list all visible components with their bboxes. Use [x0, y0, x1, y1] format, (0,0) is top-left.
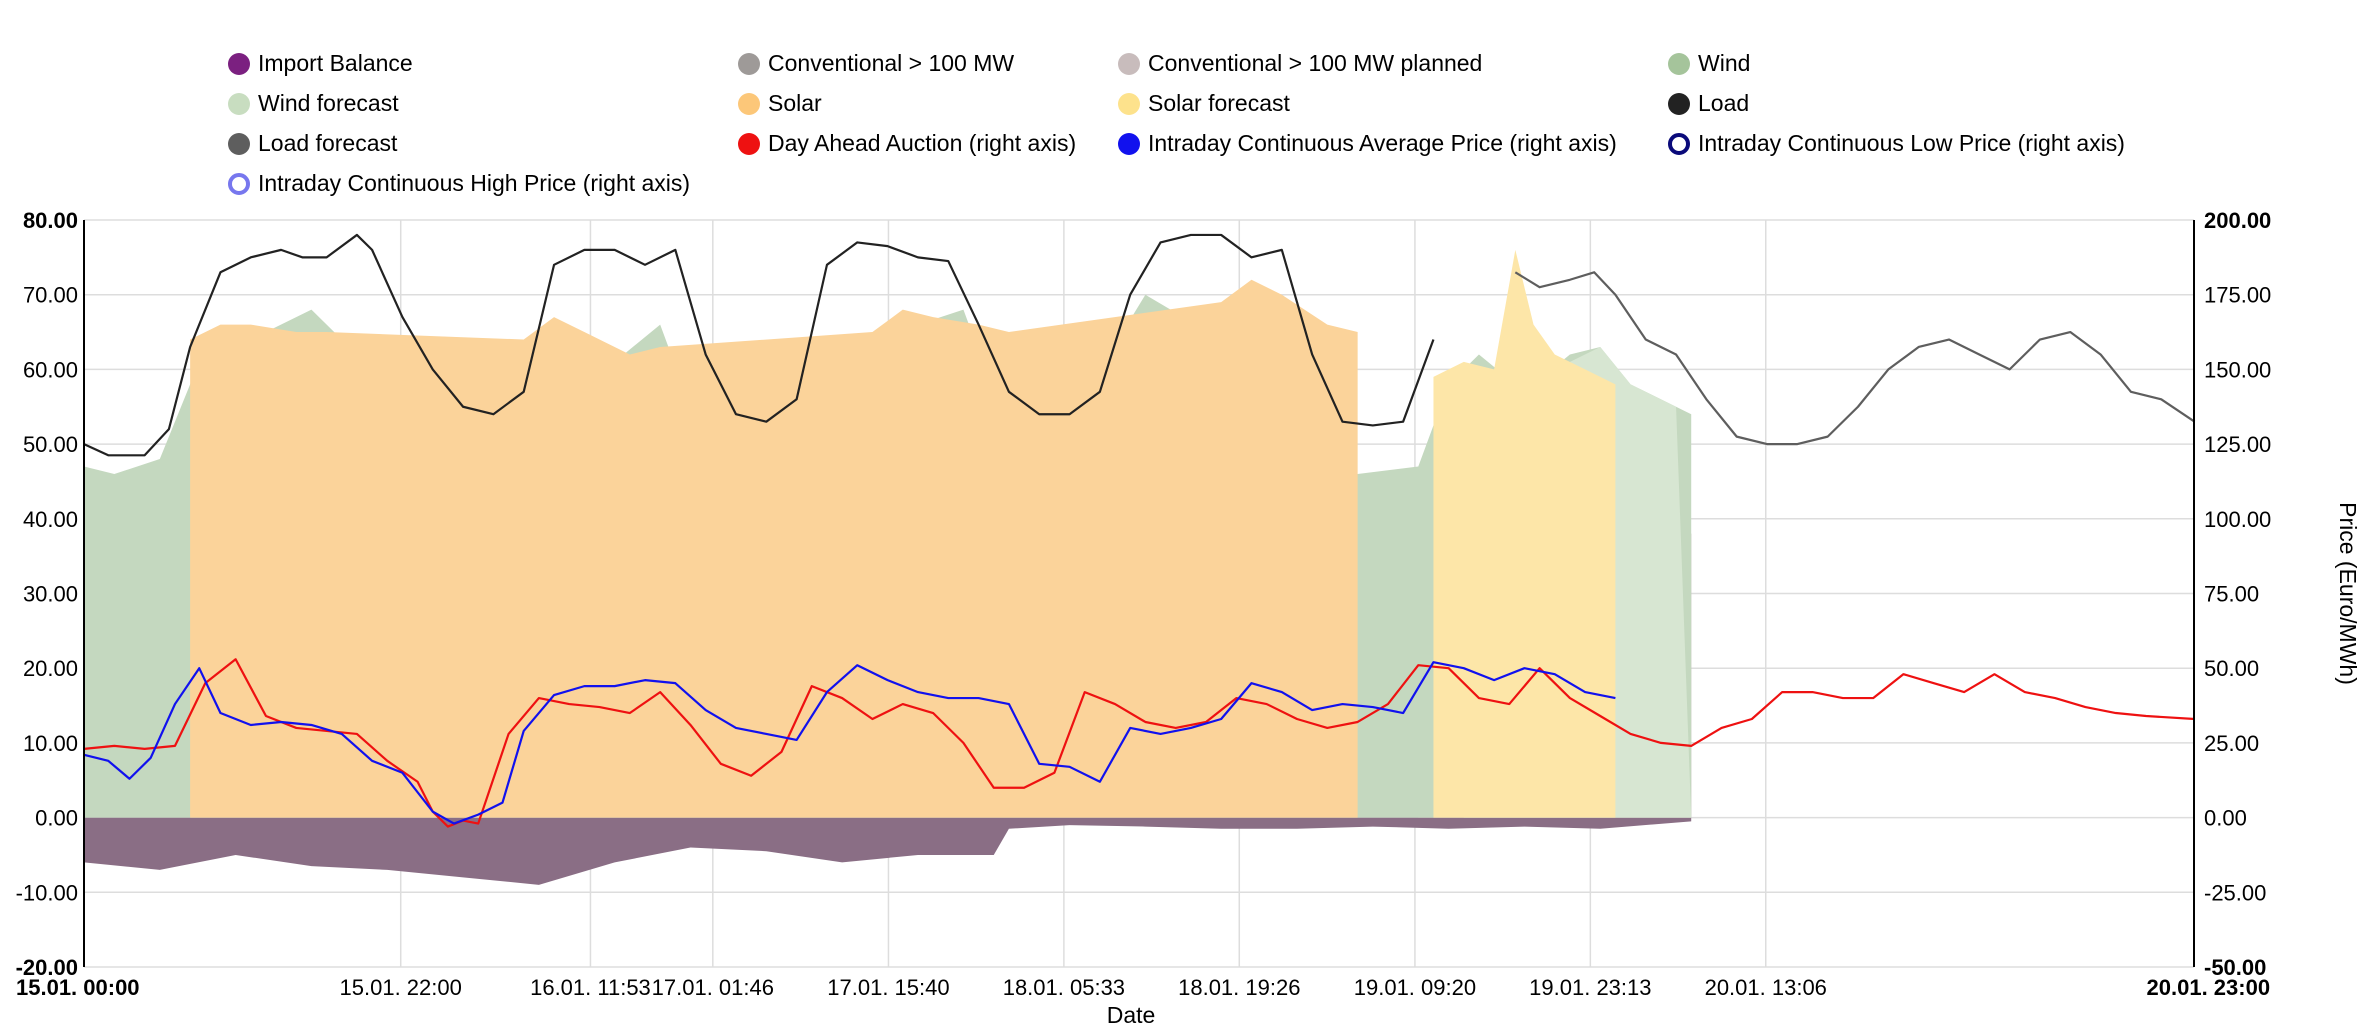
legend-swatch	[1118, 52, 1140, 75]
x-tick-label: 17.01. 01:46	[652, 975, 774, 1000]
y-tick-label-left: 10.00	[23, 731, 78, 756]
legend-item[interactable]: Day Ahead Auction (right axis)	[738, 130, 1076, 157]
legend-item[interactable]: Load forecast	[228, 130, 397, 157]
y-tick-label-right: 25.00	[2204, 731, 2259, 756]
x-tick-label: 15.01. 22:00	[340, 975, 462, 1000]
legend-label: Load forecast	[258, 130, 398, 156]
legend-swatch	[228, 92, 250, 115]
y-tick-label-left: 60.00	[23, 357, 78, 382]
legend-item[interactable]: Intraday Continuous Low Price (right axi…	[1668, 130, 2125, 157]
y-tick-label-right: 200.00	[2204, 208, 2271, 233]
legend-swatch	[1668, 52, 1690, 75]
x-tick-label: 19.01. 09:20	[1354, 975, 1476, 1000]
y-tick-label-left: 80.00	[23, 208, 78, 233]
y-tick-label-left: -10.00	[16, 880, 78, 905]
legend-label: Intraday Continuous High Price (right ax…	[258, 170, 691, 196]
legend-item[interactable]: Wind forecast	[228, 90, 399, 117]
x-tick-label: 18.01. 05:33	[1003, 975, 1125, 1000]
y-tick-label-right: 50.00	[2204, 656, 2259, 681]
legend-label: Wind forecast	[258, 90, 399, 116]
legend-swatch	[1668, 92, 1690, 115]
legend-label: Conventional > 100 MW planned	[1148, 50, 1483, 76]
y-tick-label-right: -25.00	[2204, 880, 2266, 905]
series-line	[83, 661, 1616, 825]
y-tick-label-left: 50.00	[23, 432, 78, 457]
legend-item[interactable]: Conventional > 100 MW	[738, 50, 1014, 77]
legend-label: Conventional > 100 MW	[768, 50, 1015, 76]
legend-swatch	[228, 52, 250, 75]
x-tick-label: 15.01. 00:00	[16, 975, 140, 1000]
y-tick-label-right: 125.00	[2204, 432, 2271, 457]
legend-item[interactable]: Wind	[1668, 50, 1750, 77]
series-line	[1514, 271, 2196, 446]
x-tick-label: 20.01. 13:06	[1705, 975, 1827, 1000]
series-line	[83, 233, 1435, 457]
x-axis-title: Date	[1107, 1002, 1156, 1028]
y-tick-label-right: 75.00	[2204, 582, 2259, 607]
legend-label: Import Balance	[258, 50, 413, 76]
y-tick-label-left: 0.00	[35, 806, 78, 831]
y-tick-label-left: 20.00	[23, 656, 78, 681]
y-tick-label-right: 0.00	[2204, 806, 2247, 831]
legend-swatch	[228, 172, 250, 195]
legend-swatch	[738, 92, 760, 115]
legend-label: Intraday Continuous Average Price (right…	[1148, 130, 1617, 156]
legend-item[interactable]: Conventional > 100 MW planned	[1118, 50, 1482, 77]
legend-swatch	[228, 132, 250, 155]
series-area	[190, 279, 1358, 818]
legend-label: Wind	[1698, 50, 1751, 76]
x-tick-label: 20.01. 23:00	[2147, 975, 2271, 1000]
y-tick-label-left: 30.00	[23, 582, 78, 607]
y-tick-label-right: 100.00	[2204, 507, 2271, 532]
x-tick-label: 18.01. 19:26	[1178, 975, 1300, 1000]
y-tick-label-left: 40.00	[23, 507, 78, 532]
legend-item[interactable]: Solar forecast	[1118, 90, 1290, 117]
legend-item[interactable]: Intraday Continuous High Price (right ax…	[228, 170, 690, 197]
y-tick-label-right: -50.00	[2204, 955, 2266, 980]
y-axis-title-right: Price (Euro/MWh)	[2335, 502, 2361, 685]
legend-swatch	[1118, 92, 1140, 115]
legend-item[interactable]: Intraday Continuous Average Price (right…	[1118, 130, 1617, 157]
legend-label: Intraday Continuous Low Price (right axi…	[1698, 130, 2125, 156]
y-tick-label-right: 150.00	[2204, 357, 2271, 382]
x-tick-label: 16.01. 11:53	[530, 975, 651, 1000]
series-area	[1433, 249, 1616, 818]
legend-swatch	[738, 132, 760, 155]
x-tick-label: 17.01. 15:40	[827, 975, 949, 1000]
legend-item[interactable]: Import Balance	[228, 50, 413, 77]
x-tick-label: 19.01. 23:13	[1529, 975, 1651, 1000]
legend-label: Load	[1698, 90, 1750, 116]
series-group	[83, 233, 2196, 885]
y-tick-label-left: -20.00	[16, 955, 78, 980]
legend-item[interactable]: Load	[1668, 90, 1749, 117]
legend-label: Day Ahead Auction (right axis)	[768, 130, 1077, 156]
y-tick-label-left: 70.00	[23, 283, 78, 308]
legend-label: Solar forecast	[1148, 90, 1290, 116]
legend-swatch	[1668, 132, 1690, 155]
y-tick-label-right: 175.00	[2204, 283, 2271, 308]
legend-swatch	[738, 52, 760, 75]
legend-item[interactable]: Solar	[738, 90, 822, 117]
series-area	[84, 817, 1692, 885]
legend-label: Solar	[768, 90, 822, 116]
legend-swatch	[1118, 132, 1140, 155]
